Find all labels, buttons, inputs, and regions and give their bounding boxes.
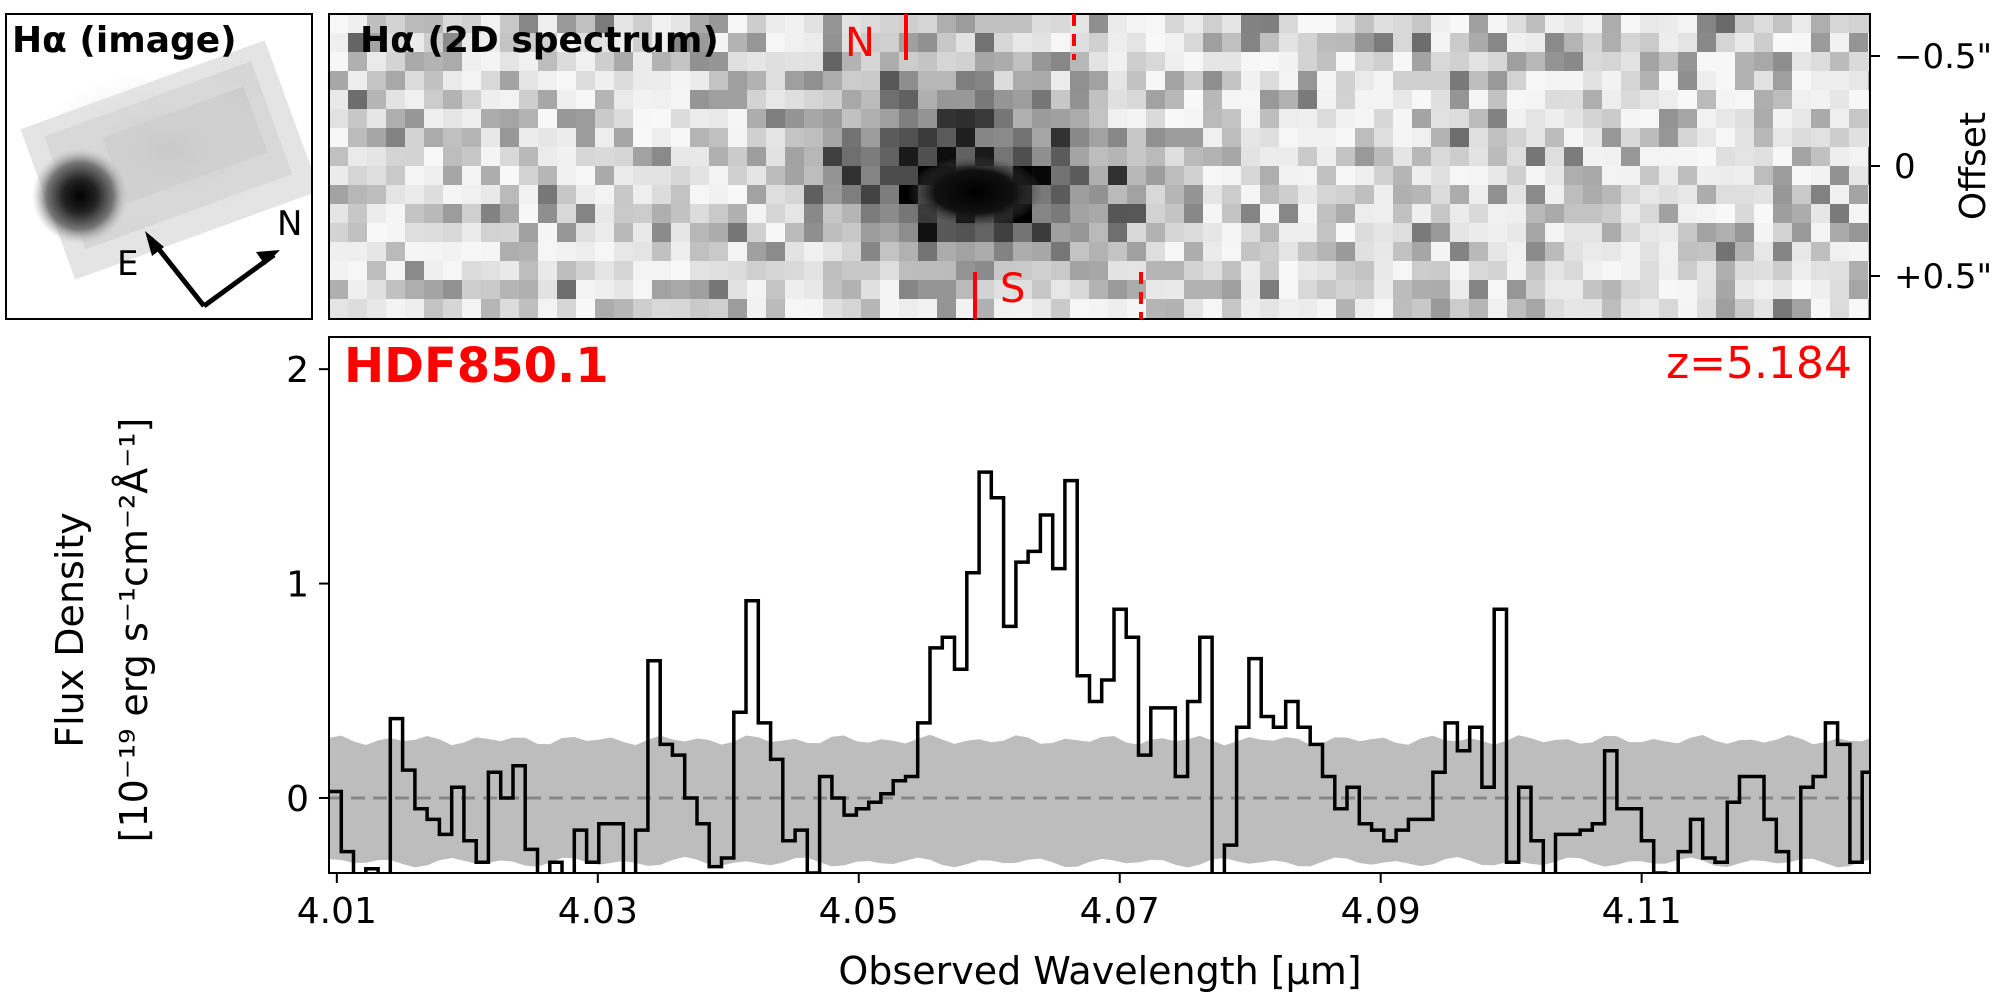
offset-axis-label: Offset [1953,112,1994,220]
x-tick-label: 4.01 [297,891,377,932]
spectrum-2d-panel: Hα (2D spectrum) N S −0.5" 0 +0.5" Offset [328,13,1994,320]
compass-north-label: N [277,204,302,244]
x-tick-label: 4.05 [819,891,899,932]
spectrum-2d-pixels [329,14,1870,319]
x-tick-label: 4.07 [1080,891,1160,932]
y-axis-units: [10⁻¹⁹ erg s⁻¹cm⁻²Å⁻¹] [112,418,156,843]
x-tick-label: 4.11 [1602,891,1682,932]
image-panel: Hα (image) E N [5,13,313,320]
spectrum-series-line [329,470,1870,873]
noise-band-area [329,734,1870,868]
y-axis-label: Flux Density [48,512,92,748]
offset-tick-label: +0.5" [1894,257,1992,297]
y-tick-label: 1 [286,565,309,606]
image-panel-label: Hα (image) [12,20,237,61]
offset-axis: −0.5" 0 +0.5" [1870,37,1992,297]
south-marker-label: S [1000,266,1025,312]
compass-east-label: E [117,244,138,284]
compass-arrowhead-east-icon [145,231,164,256]
compass-arrow-north [202,252,276,309]
spectrum-1d-plot: 4.01 4.03 4.05 4.07 4.09 4.11 0 1 2 HDF850.1 z=… [48,336,1871,993]
compass-arrowhead-north-icon [256,250,280,265]
offset-tick-label: −0.5" [1894,37,1992,77]
image-panel-pixels [20,40,312,280]
y-axis: 0 1 2 [286,350,329,820]
y-tick-label: 0 [286,779,309,820]
offset-tick-label: 0 [1894,147,1916,187]
redshift-annotation: z=5.184 [1666,338,1852,389]
spectrum-2d-label: Hα (2D spectrum) [360,20,719,61]
y-tick-label: 2 [286,350,309,391]
x-tick-label: 4.03 [558,891,638,932]
north-marker-label: N [845,20,875,66]
chart-title: HDF850.1 [344,338,609,394]
x-axis: 4.01 4.03 4.05 4.07 4.09 4.11 [297,873,1682,932]
x-tick-label: 4.09 [1341,891,1421,932]
x-axis-label: Observed Wavelength [μm] [838,949,1361,993]
noise-band [329,734,1870,868]
